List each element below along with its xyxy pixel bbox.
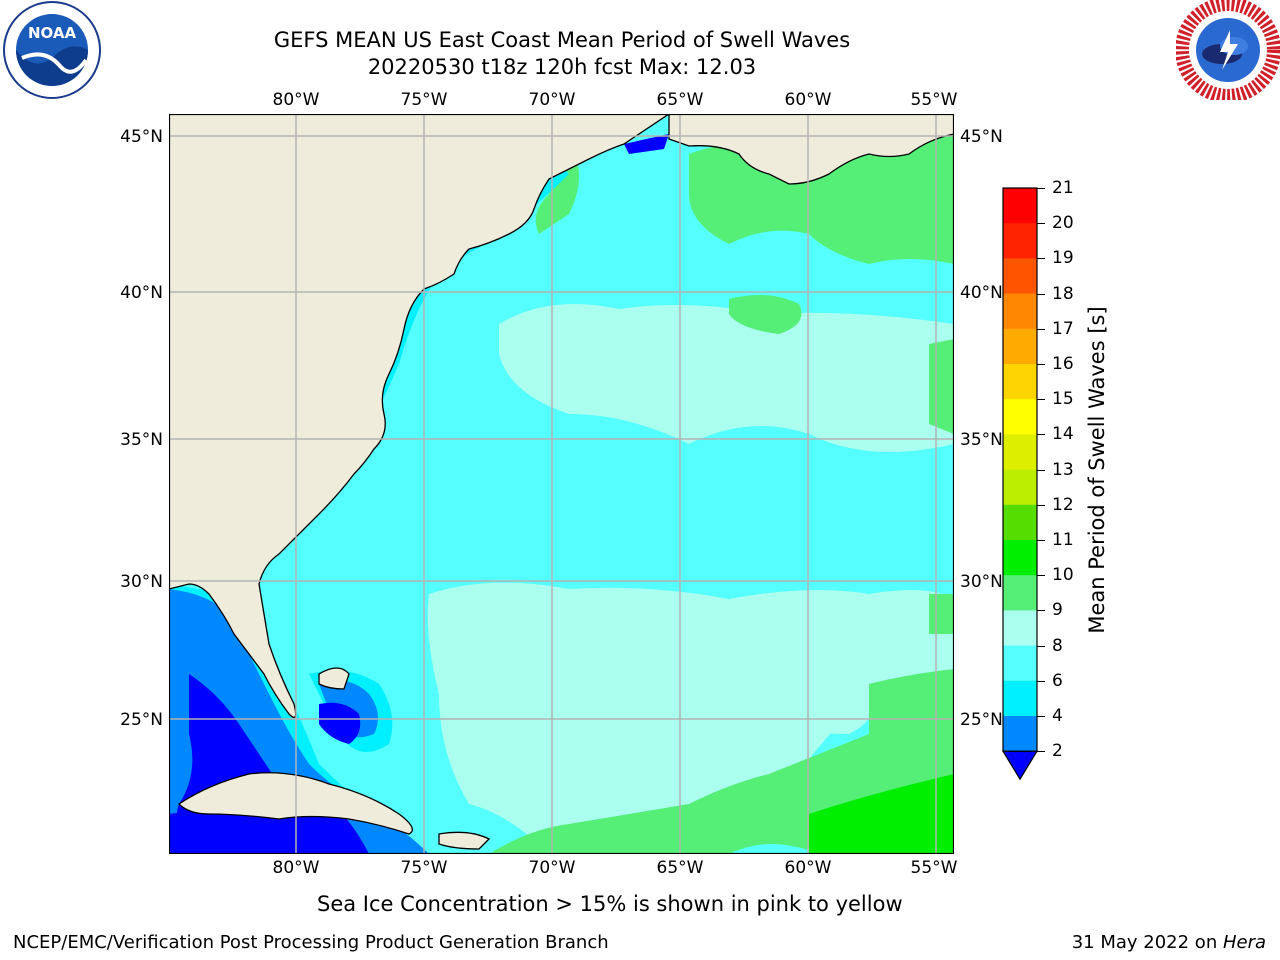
colorbar-tick-mark: [1037, 469, 1045, 471]
swell-period-map: [168, 113, 955, 855]
colorbar-graphic: [1001, 187, 1039, 781]
colorbar-bin: [1003, 223, 1037, 259]
lat-tick-left: 25°N: [120, 710, 163, 730]
footer-date-text: 31 May 2022 on: [1071, 932, 1223, 953]
colorbar: [1000, 186, 1040, 786]
colorbar-extend-triangle: [1001, 750, 1039, 781]
colorbar-bin: [1003, 293, 1037, 330]
colorbar-tick-label: 20: [1052, 213, 1074, 234]
colorbar-tick-label: 10: [1052, 565, 1074, 586]
lon-tick-top: 60°W: [784, 90, 832, 110]
colorbar-tick-mark: [1037, 434, 1045, 436]
colorbar-bin: [1003, 469, 1037, 506]
colorbar-bin: [1003, 434, 1037, 471]
lat-tick-right: 45°N: [960, 127, 1003, 147]
footer-date: 31 May 2022 on Hera: [1072, 932, 1266, 954]
colorbar-bin: [1003, 258, 1037, 295]
colorbar-tick-mark: [1037, 328, 1045, 330]
colorbar-tick-label: 2: [1052, 741, 1063, 762]
colorbar-tick-label: 17: [1052, 318, 1074, 339]
colorbar-tick-label: 12: [1052, 494, 1074, 515]
hispaniola-land: [438, 831, 491, 850]
colorbar-tick-label: 4: [1052, 706, 1063, 726]
colorbar-tick-mark: [1037, 751, 1045, 753]
footer-branch: NCEP/EMC/Verification Post Processing Pr…: [13, 932, 609, 953]
colorbar-bin: [1003, 328, 1037, 365]
colorbar-bin: [1003, 645, 1037, 682]
lon-tick-top: 55°W: [910, 90, 958, 110]
lat-tick-left: 40°N: [120, 283, 163, 303]
chart-subtitle: 20220530 t18z 120h fcst Max: 12.03: [367, 55, 757, 79]
colorbar-tick-mark: [1037, 364, 1045, 365]
colorbar-tick-label: 11: [1052, 530, 1074, 550]
colorbar-tick-mark: [1037, 645, 1045, 647]
nws-logo: [1175, 0, 1280, 103]
lat-tick-left: 30°N: [120, 572, 163, 592]
lon-tick-top: 80°W: [272, 90, 320, 110]
lat-tick-right: 30°N: [960, 572, 1003, 592]
lat-tick-left: 45°N: [120, 127, 163, 147]
lon-tick-bottom: 70°W: [528, 858, 576, 878]
footer-host: Hera: [1222, 932, 1266, 953]
colorbar-tick-label: 13: [1052, 459, 1074, 480]
lat-tick-right: 35°N: [960, 430, 1003, 450]
colorbar-tick-label: 18: [1052, 283, 1074, 304]
bahamas-land: [318, 667, 350, 690]
colorbar-tick-mark: [1037, 258, 1045, 260]
lon-tick-bottom: 75°W: [400, 858, 448, 878]
colorbar-tick-label: 14: [1052, 424, 1074, 445]
sea-ice-caption: Sea Ice Concentration > 15% is shown in …: [317, 892, 903, 916]
colorbar-bin: [1003, 610, 1037, 647]
colorbar-tick-mark: [1037, 540, 1045, 541]
colorbar-tick-label: 6: [1052, 670, 1063, 691]
lon-tick-top: 65°W: [656, 90, 704, 110]
colorbar-title: Mean Period of Swell Waves [s]: [1085, 306, 1109, 634]
nova-scotia-land: [668, 114, 954, 185]
colorbar-tick-mark: [1037, 399, 1045, 401]
colorbar-bin: [1003, 399, 1037, 435]
lon-tick-top: 75°W: [400, 90, 448, 110]
noaa-logo-text: NOAA: [28, 24, 77, 42]
colorbar-tick-mark: [1037, 504, 1045, 506]
colorbar-tick-mark: [1037, 575, 1045, 577]
map-frame: [168, 113, 955, 855]
colorbar-bin: [1003, 504, 1037, 541]
colorbar-tick-mark: [1037, 293, 1045, 295]
graticule: [169, 114, 954, 854]
colorbar-tick-mark: [1037, 716, 1045, 717]
lon-tick-top: 70°W: [528, 90, 576, 110]
colorbar-tick-label: 15: [1052, 389, 1074, 410]
colorbar-tick-label: 8: [1052, 635, 1063, 656]
colorbar-bin: [1003, 540, 1037, 576]
colorbar-bin: [1003, 188, 1037, 224]
colorbar-tick-label: 21: [1052, 178, 1074, 198]
map-panel: [168, 113, 955, 855]
lon-tick-bottom: 80°W: [272, 858, 320, 878]
noaa-logo: NOAA: [0, 0, 104, 100]
chart-title: GEFS MEAN US East Coast Mean Period of S…: [273, 28, 851, 52]
colorbar-tick-label: 16: [1052, 354, 1074, 374]
lon-tick-bottom: 55°W: [910, 858, 958, 878]
colorbar-bin: [1003, 364, 1037, 400]
colorbar-tick-mark: [1037, 188, 1045, 189]
lat-tick-right: 40°N: [960, 283, 1003, 303]
north-america-land: [169, 114, 671, 718]
lon-tick-bottom: 60°W: [784, 858, 832, 878]
lat-tick-right: 25°N: [960, 710, 1003, 730]
colorbar-tick-mark: [1037, 223, 1045, 225]
colorbar-tick-mark: [1037, 680, 1045, 682]
lat-tick-left: 35°N: [120, 430, 163, 450]
colorbar-tick-label: 9: [1052, 600, 1063, 621]
lon-tick-bottom: 65°W: [656, 858, 704, 878]
colorbar-bin: [1003, 680, 1037, 717]
colorbar-bin: [1003, 716, 1037, 752]
colorbar-bin: [1003, 575, 1037, 611]
colorbar-tick-mark: [1037, 610, 1045, 612]
colorbar-tick-label: 19: [1052, 248, 1074, 269]
